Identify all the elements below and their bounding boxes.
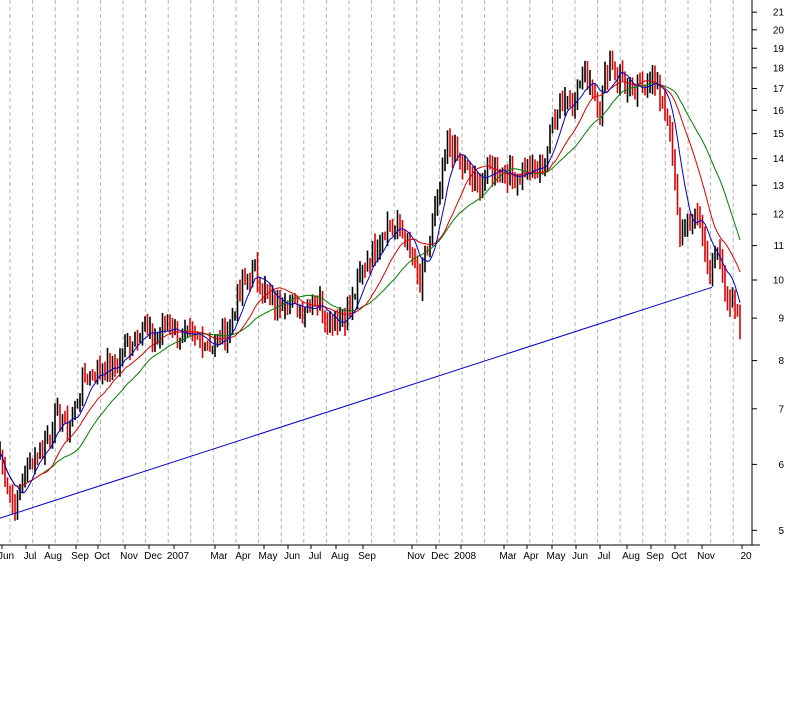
y-tick-label: 5 xyxy=(778,526,784,537)
y-axis-ticks: 5 6 7 8 9 10 11 12 13 14 15 16 17 18 19 20 21 xyxy=(752,8,784,537)
x-tick-label: Sep xyxy=(358,551,376,562)
y-tick-label: 9 xyxy=(778,314,784,325)
x-tick-label: Mar xyxy=(210,551,228,562)
x-tick-label: Sep xyxy=(646,551,664,562)
x-tick-label: Apr xyxy=(235,551,251,562)
x-tick-label: Oct xyxy=(671,551,687,562)
x-tick-label: Jul xyxy=(24,551,37,562)
y-tick-label: 19 xyxy=(773,44,785,55)
x-tick-label: Aug xyxy=(44,551,62,562)
y-tick-label: 21 xyxy=(773,8,785,19)
x-tick-label: Dec xyxy=(431,551,449,562)
x-tick-label: Nov xyxy=(697,551,715,562)
axes xyxy=(0,0,760,546)
x-tick-label: Jul xyxy=(598,551,611,562)
y-tick-label: 6 xyxy=(778,460,784,471)
x-tick-label: Jun xyxy=(572,551,588,562)
x-tick-label: 20 xyxy=(740,551,752,562)
x-tick-label: Dec xyxy=(144,551,162,562)
y-tick-label: 17 xyxy=(773,84,785,95)
x-axis-labels: Jun Jul Aug Sep Oct Nov Dec 2007 Mar Apr May Jun Jul… xyxy=(0,545,752,562)
support-trendline xyxy=(0,286,713,519)
x-tick-label: Aug xyxy=(622,551,640,562)
x-tick-label: May xyxy=(259,551,278,562)
y-tick-label: 11 xyxy=(774,241,785,252)
trendline-layer xyxy=(0,286,713,519)
y-tick-label: 12 xyxy=(773,210,785,221)
y-tick-label: 16 xyxy=(773,106,785,117)
x-tick-label: Mar xyxy=(499,551,517,562)
x-tick-label: Nov xyxy=(407,551,425,562)
y-tick-label: 14 xyxy=(773,154,785,165)
x-tick-label: Aug xyxy=(331,551,349,562)
x-tick-label: 2008 xyxy=(454,551,477,562)
x-tick-label: Sep xyxy=(71,551,89,562)
x-tick-label: May xyxy=(547,551,566,562)
x-tick-label: Oct xyxy=(94,551,110,562)
x-tick-label: Apr xyxy=(523,551,539,562)
y-tick-label: 7 xyxy=(778,404,784,415)
y-tick-label: 13 xyxy=(773,181,785,192)
y-tick-label: 20 xyxy=(773,25,785,36)
x-tick-label: 2007 xyxy=(167,551,190,562)
moving-averages xyxy=(0,71,741,494)
x-tick-label: Jul xyxy=(309,551,322,562)
x-tick-label: Jun xyxy=(0,551,14,562)
y-tick-label: 15 xyxy=(773,129,785,140)
ma-long-line xyxy=(0,83,741,487)
y-tick-label: 8 xyxy=(778,356,784,367)
x-tick-label: Jun xyxy=(284,551,300,562)
y-tick-label: 18 xyxy=(773,63,785,74)
price-bars xyxy=(0,50,741,521)
y-tick-label: 10 xyxy=(773,276,785,287)
x-tick-label: Nov xyxy=(120,551,138,562)
ma-mid-line xyxy=(0,80,741,487)
ma-short-line xyxy=(0,71,741,494)
